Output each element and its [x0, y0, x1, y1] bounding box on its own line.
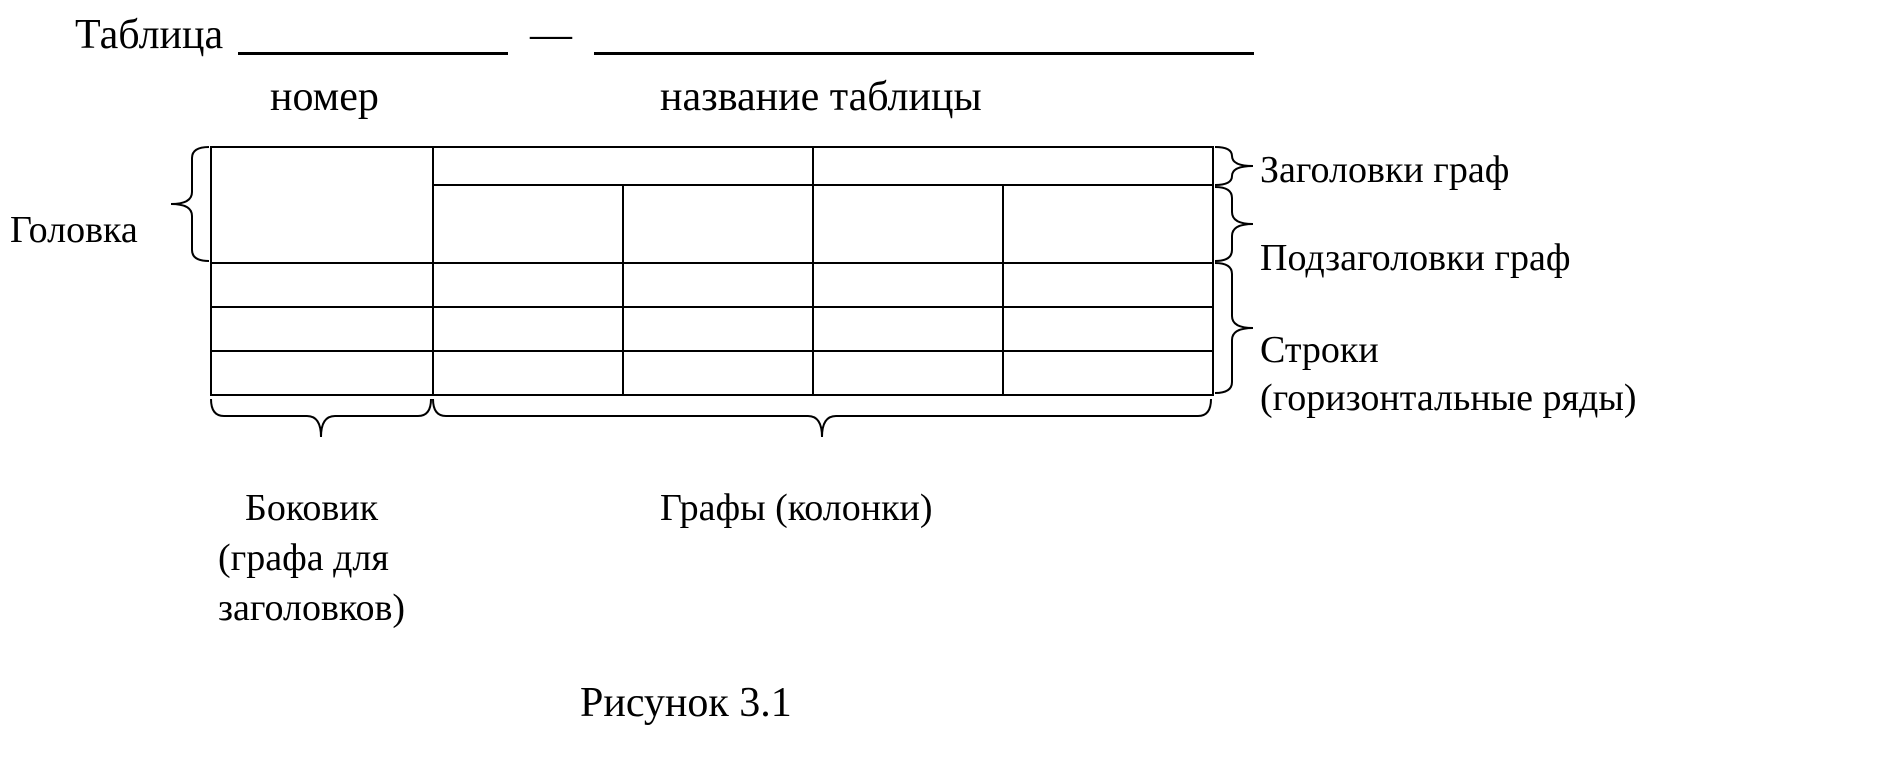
- brace-columns-bottom: [432, 398, 1212, 438]
- data-cell: [433, 307, 623, 351]
- data-cell: [623, 307, 813, 351]
- figure-caption: Рисунок 3.1: [580, 680, 792, 726]
- table-row: [211, 263, 1213, 307]
- data-cell: [433, 351, 623, 395]
- label-rows-2: (горизонтальные ряды): [1260, 378, 1637, 420]
- label-sidebar-2: (графа для: [218, 538, 389, 580]
- under-label-title: название таблицы: [660, 74, 982, 120]
- column-subheader-4: [1003, 185, 1213, 263]
- data-cell: [1003, 263, 1213, 307]
- sidebar-cell: [211, 351, 433, 395]
- blank-line-number: [238, 52, 508, 55]
- label-rows-1: Строки: [1260, 330, 1379, 372]
- label-head-left: Головка: [10, 210, 138, 252]
- blank-line-title: [594, 52, 1254, 55]
- column-subheader-3: [813, 185, 1003, 263]
- data-cell: [813, 263, 1003, 307]
- label-column-headers: Заголовки граф: [1260, 150, 1509, 192]
- table-row: [211, 307, 1213, 351]
- under-label-number: номер: [270, 74, 379, 120]
- data-cell: [813, 307, 1003, 351]
- label-sidebar-1: Боковик: [245, 488, 378, 530]
- data-cell: [623, 351, 813, 395]
- label-sidebar-3: заголовков): [218, 588, 405, 630]
- sidebar-cell: [211, 307, 433, 351]
- label-subheaders: Подзаголовки граф: [1260, 238, 1570, 280]
- brace-subheaders: [1214, 186, 1254, 262]
- caption-label: Таблица: [75, 12, 223, 58]
- structure-table: [210, 146, 1214, 396]
- column-header-2: [813, 147, 1213, 185]
- brace-rows: [1214, 262, 1254, 394]
- caption-dash: —: [530, 12, 572, 58]
- data-cell: [1003, 351, 1213, 395]
- data-cell: [623, 263, 813, 307]
- brace-sidebar-bottom: [210, 398, 432, 438]
- head-sidebar-cell: [211, 147, 433, 263]
- brace-column-headers: [1214, 146, 1254, 186]
- column-subheader-1: [433, 185, 623, 263]
- column-subheader-2: [623, 185, 813, 263]
- data-cell: [433, 263, 623, 307]
- label-columns: Графы (колонки): [660, 488, 933, 530]
- data-cell: [813, 351, 1003, 395]
- column-header-1: [433, 147, 813, 185]
- sidebar-cell: [211, 263, 433, 307]
- brace-head-left: [170, 146, 210, 262]
- table-row: [211, 351, 1213, 395]
- data-cell: [1003, 307, 1213, 351]
